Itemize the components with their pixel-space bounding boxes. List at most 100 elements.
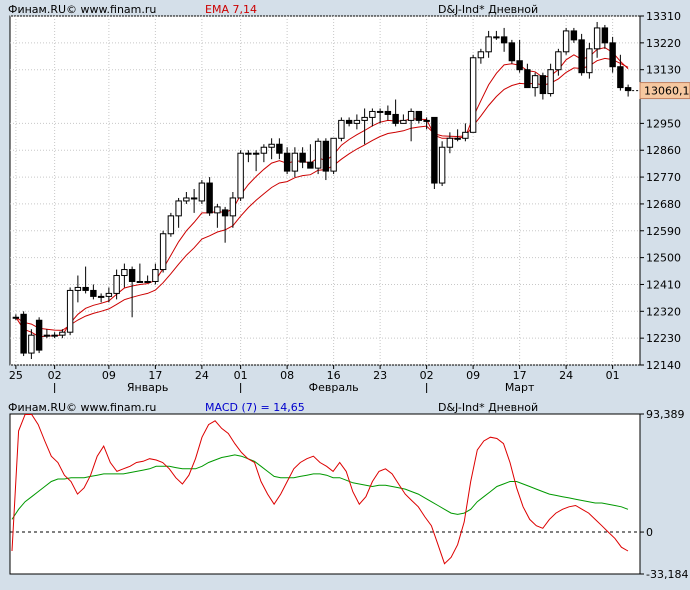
date-tick-label: 01 (234, 369, 248, 382)
candle-up (485, 36, 492, 53)
price-tick-label: 12590 (646, 225, 681, 238)
candle-down (539, 75, 547, 95)
price-plot-area (9, 15, 641, 366)
candle-up (353, 119, 361, 124)
date-tick-label: 16 (327, 369, 341, 382)
candle-up (555, 51, 562, 71)
candle-up (562, 30, 570, 53)
candle-up (531, 75, 539, 89)
price-tick-label: 13220 (646, 37, 681, 50)
macd-signal-line (11, 454, 629, 520)
price-tick-label: 12500 (646, 252, 681, 265)
date-tick-label: 24 (195, 369, 209, 382)
candle-up (74, 286, 82, 291)
date-tick-label: 01 (606, 369, 620, 382)
candle-up (66, 289, 74, 333)
date-tick-label: 09 (102, 369, 116, 382)
candle-up (105, 292, 113, 297)
price-tick-label: 12320 (646, 305, 681, 318)
candle-down (508, 42, 516, 62)
candle-down (276, 143, 283, 154)
candle-up (214, 206, 221, 214)
candle-down (384, 110, 392, 115)
last-price-label: 13060,14 (644, 85, 690, 98)
candle-up (51, 334, 58, 337)
candle-up (593, 27, 601, 50)
bottom-indicator-label: MACD (7) = 14,65 (205, 401, 305, 414)
price-tick-label: 12680 (646, 198, 681, 211)
candle-up (330, 137, 337, 172)
top-source-label: Финам.RU© www.finam.ru (8, 3, 157, 16)
candle-up (446, 137, 454, 148)
candle-down (322, 140, 330, 172)
candle-down (299, 152, 306, 163)
candle-up (190, 197, 198, 200)
date-tick-label: 17 (513, 369, 527, 382)
candle-down (206, 182, 213, 214)
candle-up (438, 146, 446, 184)
price-tick-label: 13130 (646, 64, 681, 77)
date-tick-label: 24 (559, 369, 573, 382)
candle-up (268, 143, 275, 148)
candle-down (609, 42, 616, 68)
candle-up (423, 119, 430, 122)
date-tick-label: 08 (280, 369, 294, 382)
candle-up (245, 152, 252, 155)
candle-down (221, 209, 229, 217)
month-label: Март (505, 381, 535, 394)
price-tick-label: 13310 (646, 10, 681, 23)
date-tick-label: 23 (373, 369, 387, 382)
date-tick-label: 02 (48, 369, 62, 382)
candle-up (407, 110, 415, 121)
date-tick-label: 25 (9, 369, 23, 382)
candle-down (570, 30, 578, 41)
candle-up (547, 69, 554, 95)
candle-up (175, 200, 182, 217)
candle-down (601, 27, 609, 44)
candle-up (454, 137, 461, 140)
bottom-instrument-label: D&J-Ind* Дневной (438, 401, 539, 414)
candle-up (493, 36, 500, 39)
candle-up (43, 334, 51, 337)
macd-tick-label: 93,389 (646, 408, 685, 421)
price-tick-label: 12770 (646, 171, 681, 184)
candle-up (229, 197, 237, 217)
candle-down (35, 319, 43, 351)
candle-up (252, 152, 260, 155)
candle-down (345, 119, 353, 124)
candle-up (152, 269, 159, 282)
top-instrument-label: D&J-Ind* Дневной (438, 3, 539, 16)
candle-down (524, 69, 531, 89)
candle-down (431, 116, 438, 184)
price-tick-label: 12230 (646, 332, 681, 345)
candle-down (578, 39, 585, 74)
candle-up (477, 51, 485, 59)
candle-up (159, 233, 167, 271)
candle-up (136, 280, 144, 283)
macd-plot-area (9, 413, 641, 575)
price-tick-label: 12140 (646, 359, 681, 372)
candle-up (338, 119, 345, 139)
candle-down (307, 161, 314, 169)
bottom-source-label: Финам.RU© www.finam.ru (8, 401, 157, 414)
candle-down (500, 36, 508, 44)
candle-down (82, 286, 89, 291)
candle-up (12, 316, 20, 319)
macd-tick-label: 0 (646, 526, 653, 539)
macd-line (11, 414, 629, 565)
candle-up (291, 152, 299, 172)
candle-up (28, 334, 35, 354)
price-tick-label: 12410 (646, 278, 681, 291)
candle-down (516, 60, 523, 71)
candle-down (617, 66, 624, 89)
last-price-tag (639, 82, 690, 100)
candle-down (283, 152, 291, 172)
price-tick-label: 12950 (646, 117, 681, 130)
candle-up (237, 152, 244, 199)
macd-tick-label: -33,184 (646, 568, 688, 581)
candle-up (586, 48, 593, 74)
candle-down (392, 113, 399, 124)
date-tick-label: 17 (148, 369, 162, 382)
candle-up (113, 275, 120, 294)
